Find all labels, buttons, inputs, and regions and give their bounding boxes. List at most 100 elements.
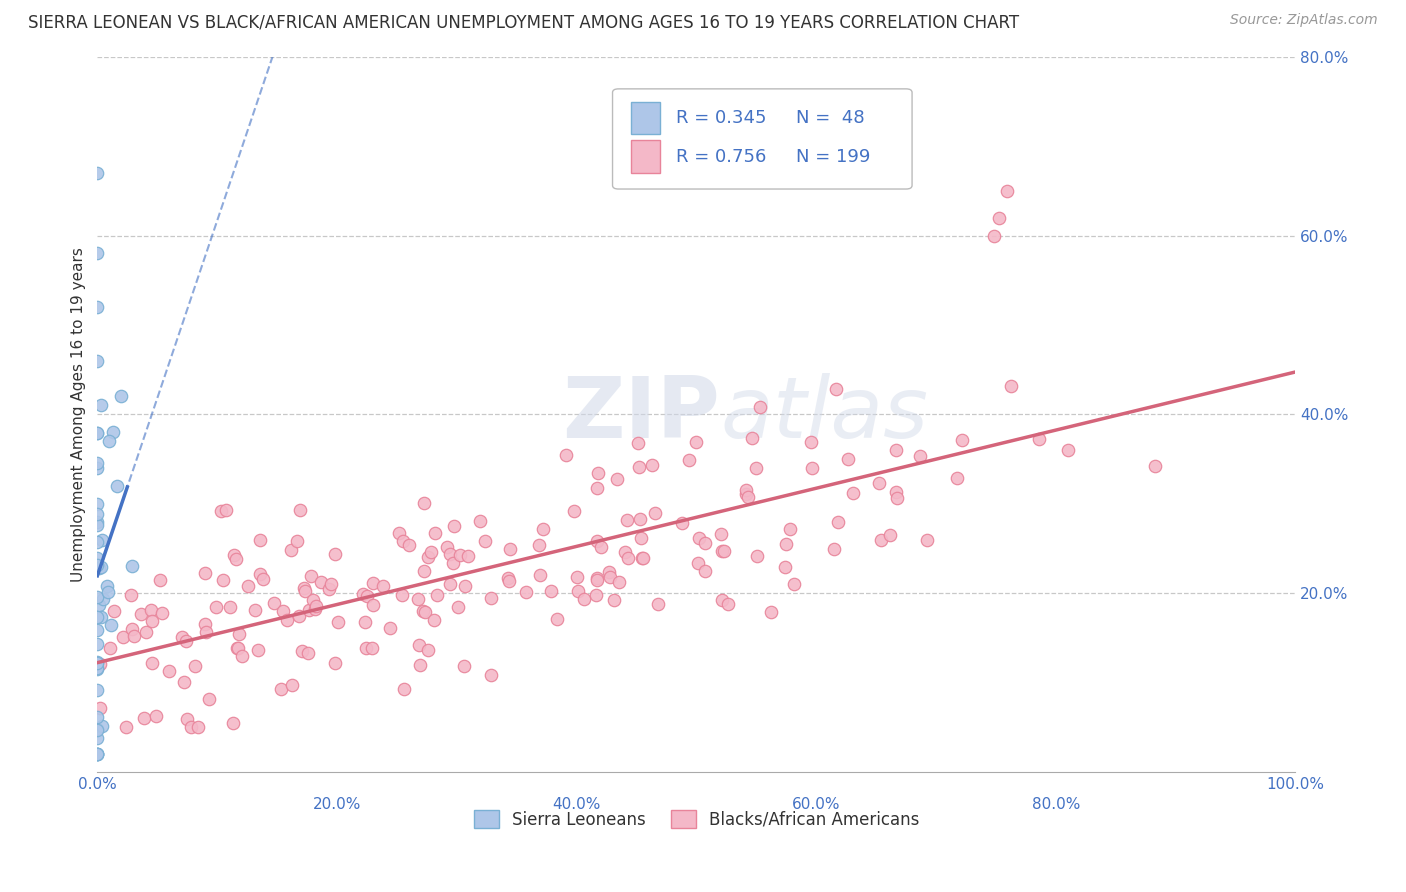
Point <box>413 564 436 578</box>
Point <box>479 591 502 605</box>
Point <box>97 585 120 599</box>
Point <box>292 582 315 596</box>
Point <box>174 634 197 648</box>
Point <box>745 460 768 475</box>
Point <box>86 507 108 521</box>
Point <box>86 590 108 604</box>
Point <box>86 426 108 441</box>
Point <box>783 577 806 591</box>
Point <box>499 541 522 556</box>
Point <box>319 577 342 591</box>
Point <box>193 617 215 632</box>
Point <box>884 485 907 500</box>
Point <box>688 531 710 545</box>
Point <box>567 584 589 599</box>
Point <box>86 710 108 724</box>
Point <box>585 571 607 585</box>
Point <box>598 565 620 579</box>
Point <box>453 579 475 593</box>
Point <box>423 526 446 541</box>
Legend: Sierra Leoneans, Blacks/African Americans: Sierra Leoneans, Blacks/African American… <box>467 804 927 835</box>
Point <box>586 481 609 495</box>
Point <box>228 627 250 641</box>
Point <box>226 640 249 655</box>
Point <box>145 708 167 723</box>
Point <box>688 556 710 570</box>
Point <box>1028 432 1050 446</box>
Point <box>868 475 890 490</box>
Point <box>759 605 782 619</box>
Point <box>149 573 172 587</box>
Point <box>527 538 550 552</box>
Point <box>89 657 111 672</box>
Point <box>453 659 475 673</box>
Y-axis label: Unemployment Among Ages 16 to 19 years: Unemployment Among Ages 16 to 19 years <box>72 247 86 582</box>
Point <box>86 517 108 532</box>
Point <box>748 400 770 414</box>
Text: SIERRA LEONEAN VS BLACK/AFRICAN AMERICAN UNEMPLOYMENT AMONG AGES 16 TO 19 YEARS : SIERRA LEONEAN VS BLACK/AFRICAN AMERICAN… <box>28 13 1019 31</box>
Text: R = 0.345: R = 0.345 <box>676 109 766 128</box>
Point <box>86 655 108 669</box>
Point <box>915 533 938 547</box>
Point <box>86 722 108 736</box>
Point <box>90 399 112 413</box>
Point <box>630 531 652 545</box>
Point <box>150 606 173 620</box>
Point <box>585 533 607 548</box>
Point <box>238 579 260 593</box>
Point <box>305 599 328 613</box>
Point <box>613 544 636 558</box>
Point <box>644 506 666 520</box>
Point <box>132 711 155 725</box>
Point <box>408 638 430 652</box>
Point <box>870 533 893 548</box>
Point <box>291 644 314 658</box>
Point <box>323 656 346 670</box>
Point <box>323 547 346 561</box>
Point <box>263 596 285 610</box>
Point <box>86 731 108 745</box>
Point <box>215 502 238 516</box>
Point <box>540 584 562 599</box>
Point <box>710 592 733 607</box>
Point <box>103 604 125 618</box>
Point <box>252 572 274 586</box>
Point <box>439 576 461 591</box>
Point <box>823 541 845 556</box>
Point <box>86 425 108 440</box>
Point <box>270 681 292 696</box>
Point <box>627 460 650 475</box>
Point <box>304 602 326 616</box>
Point <box>886 491 908 506</box>
Point <box>420 545 443 559</box>
Point <box>298 603 321 617</box>
Point <box>86 166 108 180</box>
Point <box>287 608 309 623</box>
Point <box>98 640 121 655</box>
FancyBboxPatch shape <box>613 89 912 189</box>
Point <box>141 602 163 616</box>
Point <box>685 435 707 450</box>
Point <box>412 496 434 510</box>
Point <box>616 513 638 527</box>
Point <box>606 472 628 486</box>
Point <box>281 678 304 692</box>
Point <box>841 486 863 500</box>
Point <box>111 630 134 644</box>
Point <box>86 683 108 698</box>
Text: 20.0%: 20.0% <box>312 797 361 812</box>
Point <box>176 712 198 726</box>
Point <box>361 576 384 591</box>
Point <box>86 535 108 549</box>
Point <box>416 643 439 657</box>
Point <box>198 692 221 706</box>
Text: atlas: atlas <box>720 373 928 456</box>
Point <box>173 675 195 690</box>
Point <box>87 560 110 574</box>
Point <box>775 537 797 551</box>
Point <box>91 533 114 547</box>
Point <box>378 621 401 635</box>
Point <box>86 353 108 368</box>
Point <box>741 432 763 446</box>
Point <box>221 716 243 731</box>
